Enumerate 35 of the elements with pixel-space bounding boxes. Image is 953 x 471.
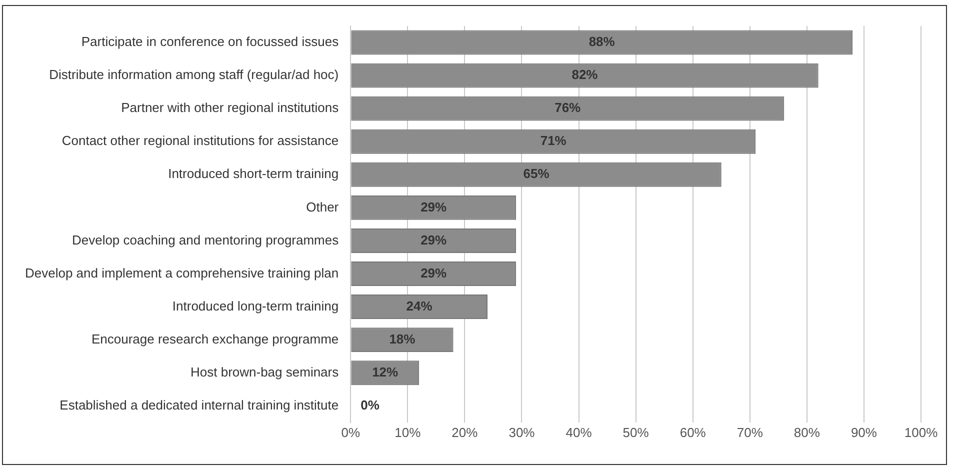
x-tick-label: 30% [508, 424, 536, 440]
y-tick-label: Other [306, 199, 340, 214]
data-label: 24% [406, 298, 433, 314]
data-label: 82% [572, 67, 598, 82]
y-tick-label: Partner with other regional institutions [121, 100, 340, 116]
y-tick-label: Introduced short-term training [168, 166, 339, 182]
data-label: 65% [523, 166, 550, 182]
y-tick-label: Participate in conference on focussed issues [81, 34, 340, 50]
x-tick-label: 90% [850, 424, 878, 440]
y-tick-label: Develop coaching and mentoring programmes [72, 232, 340, 248]
y-tick-label: Develop and implement a comprehensive training plan [25, 265, 339, 280]
data-label: 18% [389, 331, 416, 346]
x-tick-label: 0% [341, 424, 360, 440]
x-tick-label: 70% [736, 424, 764, 440]
x-tick-label: 40% [566, 424, 592, 440]
data-label: 12% [372, 364, 399, 380]
data-label: 76% [554, 100, 582, 116]
y-tick-label: Established a dedicated internal training institute [60, 397, 339, 412]
y-tick-label: Host brown-bag seminars [190, 364, 340, 380]
data-label: 29% [420, 199, 448, 214]
y-tick-label: Contact other regional institutions for assistance [62, 133, 339, 148]
x-tick-label: 50% [622, 424, 650, 440]
x-tick-label: 10% [394, 424, 422, 440]
y-tick-label: Distribute information among staff (regular/ad hoc) [49, 67, 339, 82]
y-tick-label: Introduced long-term training [172, 298, 339, 314]
y-tick-label: Encourage research exchange programme [91, 331, 339, 346]
data-label: 0% [360, 397, 380, 412]
x-tick-label: 20% [452, 424, 478, 440]
data-label: 29% [420, 265, 448, 280]
x-tick-label: 100% [904, 424, 938, 440]
x-tick-label: 60% [680, 424, 706, 440]
data-label: 88% [588, 34, 616, 50]
x-tick-label: 80% [794, 424, 820, 440]
data-label: 29% [420, 232, 448, 248]
data-label: 71% [540, 133, 567, 148]
